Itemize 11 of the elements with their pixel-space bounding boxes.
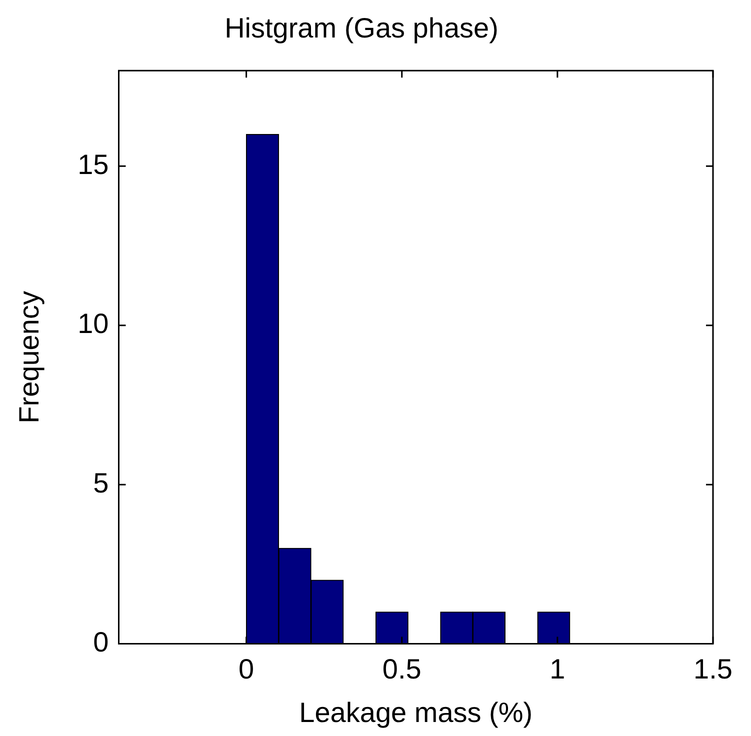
x-tick-label: 0 (238, 653, 254, 684)
y-tick-label: 10 (78, 308, 109, 340)
x-tick-label: 1.5 (694, 653, 732, 684)
y-tick-label: 15 (78, 148, 109, 180)
y-tick-label: 5 (93, 467, 109, 498)
y-axis-title: Frequency (14, 291, 45, 424)
x-tick-label: 0.5 (382, 653, 422, 684)
chart-title: Histgram (Gas phase) (224, 12, 498, 44)
x-tick-label: 1 (550, 653, 566, 684)
x-axis-title: Leakage mass (%) (299, 696, 533, 728)
y-tick-label: 0 (93, 626, 109, 658)
